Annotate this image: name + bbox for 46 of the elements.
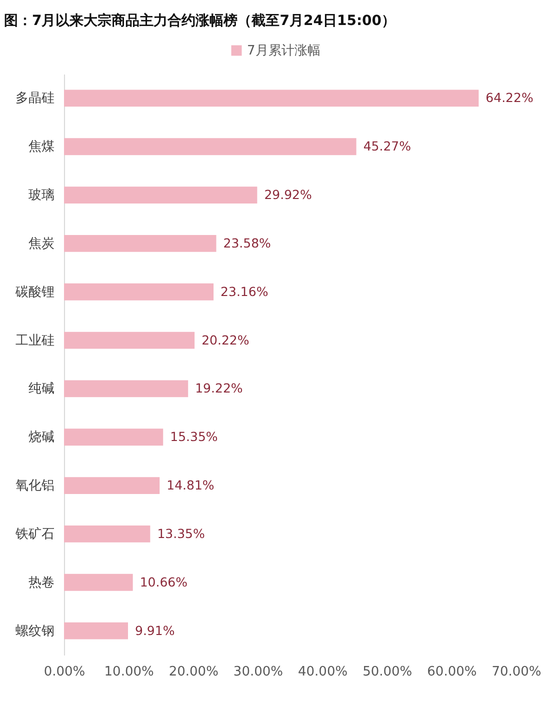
x-tick-label: 10.00% (104, 664, 154, 680)
y-tick-label: 多晶硅 (16, 91, 54, 106)
x-tick-label: 0.00% (44, 664, 86, 680)
bar (64, 332, 195, 349)
x-tick-label: 40.00% (298, 664, 348, 680)
y-tick-label: 玻璃 (28, 188, 54, 204)
y-tick-label: 纯碱 (28, 382, 54, 397)
x-tick-label: 50.00% (362, 664, 412, 680)
chart-title: 图：7月以来大宗商品主力合约涨幅榜（截至7月24日15:00） (4, 12, 396, 29)
bar (64, 380, 188, 398)
x-tick-label: 30.00% (233, 664, 284, 680)
x-tick-label: 60.00% (427, 664, 477, 680)
bar (64, 525, 150, 542)
data-label: 19.22% (195, 380, 243, 396)
y-tick-label: 热卷 (28, 575, 54, 590)
bar (64, 186, 258, 204)
data-label: 45.27% (363, 138, 412, 154)
data-label: 29.92% (264, 187, 312, 202)
y-tick-label: 工业硅 (16, 333, 54, 348)
data-label: 23.58% (223, 235, 272, 250)
bar (64, 138, 356, 156)
y-tick-label: 螺纹钢 (16, 624, 54, 639)
y-tick-label: 铁矿石 (14, 526, 54, 542)
legend-label: 7月累计涨幅 (247, 44, 320, 58)
data-label: 10.66% (140, 574, 188, 590)
y-tick-label: 氧化铝 (16, 478, 54, 494)
y-tick-label: 碳酸锂 (14, 284, 54, 300)
data-label: 23.16% (220, 284, 268, 299)
bar (64, 477, 160, 494)
y-tick-label: 烧碱 (28, 430, 54, 446)
bar (64, 428, 164, 446)
data-label: 13.35% (157, 526, 205, 541)
bar (64, 574, 133, 591)
data-label: 64.22% (486, 90, 534, 106)
bar (64, 90, 479, 107)
data-label: 14.81% (166, 478, 214, 493)
x-tick-label: 20.00% (168, 664, 218, 680)
y-tick-label: 焦炭 (28, 236, 54, 252)
y-tick-label: 焦煤 (28, 140, 54, 155)
bar (64, 283, 214, 300)
data-label: 9.91% (134, 622, 175, 638)
data-label: 15.35% (170, 429, 218, 444)
bar (64, 622, 128, 640)
data-label: 20.22% (202, 332, 250, 348)
bar (64, 234, 216, 252)
x-tick-label: 70.00% (492, 664, 542, 680)
